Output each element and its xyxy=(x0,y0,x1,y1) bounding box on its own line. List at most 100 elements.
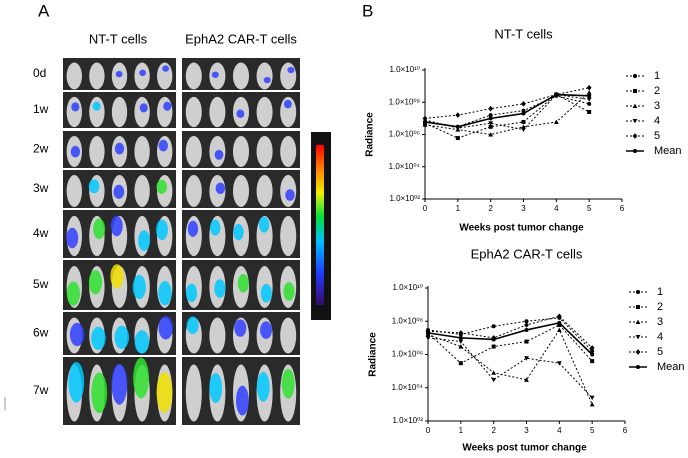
marker xyxy=(458,335,463,340)
mouse xyxy=(185,175,202,207)
marker xyxy=(524,327,529,332)
mouse xyxy=(209,317,226,354)
signal xyxy=(93,218,106,240)
mouse xyxy=(232,175,250,207)
series-line xyxy=(424,94,590,131)
signal xyxy=(138,230,151,251)
x-tick-label: 0 xyxy=(423,204,428,213)
series-line xyxy=(424,93,590,139)
marker xyxy=(491,324,496,329)
signal xyxy=(66,227,79,249)
x-axis-label: Weeks post tumor change xyxy=(462,443,587,454)
marker xyxy=(587,109,592,114)
panel-label: B xyxy=(362,1,373,20)
signal xyxy=(214,149,224,160)
marker xyxy=(491,370,497,375)
signal xyxy=(114,142,125,155)
marker xyxy=(587,101,592,106)
row-label: 2w xyxy=(33,142,49,156)
marker xyxy=(488,116,493,121)
y-tick-label: 1.0×10⁰² xyxy=(389,194,420,203)
signal xyxy=(91,372,108,414)
mouse xyxy=(111,96,128,128)
marker xyxy=(491,377,497,383)
marker xyxy=(488,105,494,112)
marker xyxy=(586,97,592,102)
marker xyxy=(455,136,460,141)
signal xyxy=(162,65,170,72)
marker xyxy=(524,356,529,361)
colorbar xyxy=(316,145,324,305)
marker xyxy=(423,119,427,124)
x-tick-label: 1 xyxy=(459,426,464,435)
marker xyxy=(422,122,428,127)
marker xyxy=(636,305,640,309)
signal xyxy=(210,219,221,236)
x-tick-label: 2 xyxy=(488,204,493,213)
series-line xyxy=(427,315,593,349)
mouse xyxy=(66,96,82,128)
signal xyxy=(234,319,247,337)
signal xyxy=(281,368,295,399)
mouse xyxy=(185,364,202,422)
mouse xyxy=(256,62,273,90)
signal xyxy=(139,69,147,77)
mouse xyxy=(66,175,82,207)
mouse xyxy=(157,96,173,128)
y-axis-label: Radiance xyxy=(368,332,379,377)
marker xyxy=(636,290,640,294)
marker xyxy=(636,365,640,369)
legend-label: 3 xyxy=(657,316,663,328)
mouse xyxy=(280,317,297,354)
signal xyxy=(158,139,168,152)
mouse xyxy=(134,135,150,168)
mouse xyxy=(280,62,297,90)
marker xyxy=(633,149,637,153)
marker xyxy=(633,89,637,93)
marker xyxy=(426,330,430,335)
signal xyxy=(156,372,173,413)
marker xyxy=(635,335,641,340)
marker xyxy=(455,112,461,118)
signal xyxy=(211,71,219,78)
signal xyxy=(214,279,226,298)
marker xyxy=(553,119,559,124)
signal xyxy=(215,182,226,195)
signal xyxy=(132,274,146,300)
x-tick-label: 5 xyxy=(590,426,595,435)
mouse xyxy=(185,62,202,90)
signal xyxy=(158,316,174,340)
y-tick-label: 1.0×10⁰⁸ xyxy=(389,97,420,106)
legend-label: Mean xyxy=(657,361,685,373)
signal xyxy=(114,325,130,349)
signal xyxy=(263,76,271,84)
marker xyxy=(425,335,431,341)
signal xyxy=(233,224,244,241)
legend-label: 3 xyxy=(654,100,660,112)
series-line xyxy=(427,337,593,399)
signal xyxy=(68,361,85,403)
y-tick-label: 1.0×10¹⁰ xyxy=(389,65,420,74)
signal xyxy=(283,282,295,301)
signal xyxy=(92,101,101,111)
marker xyxy=(554,92,559,97)
y-tick-label: 1.0×10⁰⁶ xyxy=(389,130,420,139)
signal xyxy=(91,326,106,351)
marker xyxy=(458,330,464,336)
x-tick-label: 0 xyxy=(426,426,431,435)
marker xyxy=(455,124,460,129)
signal xyxy=(113,184,125,199)
mouse xyxy=(185,135,202,168)
mouse xyxy=(232,62,250,90)
signal xyxy=(186,316,199,334)
marker xyxy=(458,339,464,344)
panel-label: A xyxy=(38,1,50,20)
series-line xyxy=(427,321,593,356)
y-tick-label: 1.0×10⁰⁸ xyxy=(392,316,423,325)
series-line xyxy=(424,93,590,128)
signal xyxy=(256,371,270,402)
signal xyxy=(237,274,249,293)
mouse xyxy=(256,96,273,128)
marker xyxy=(556,327,562,332)
row-label: 5w xyxy=(33,277,49,291)
